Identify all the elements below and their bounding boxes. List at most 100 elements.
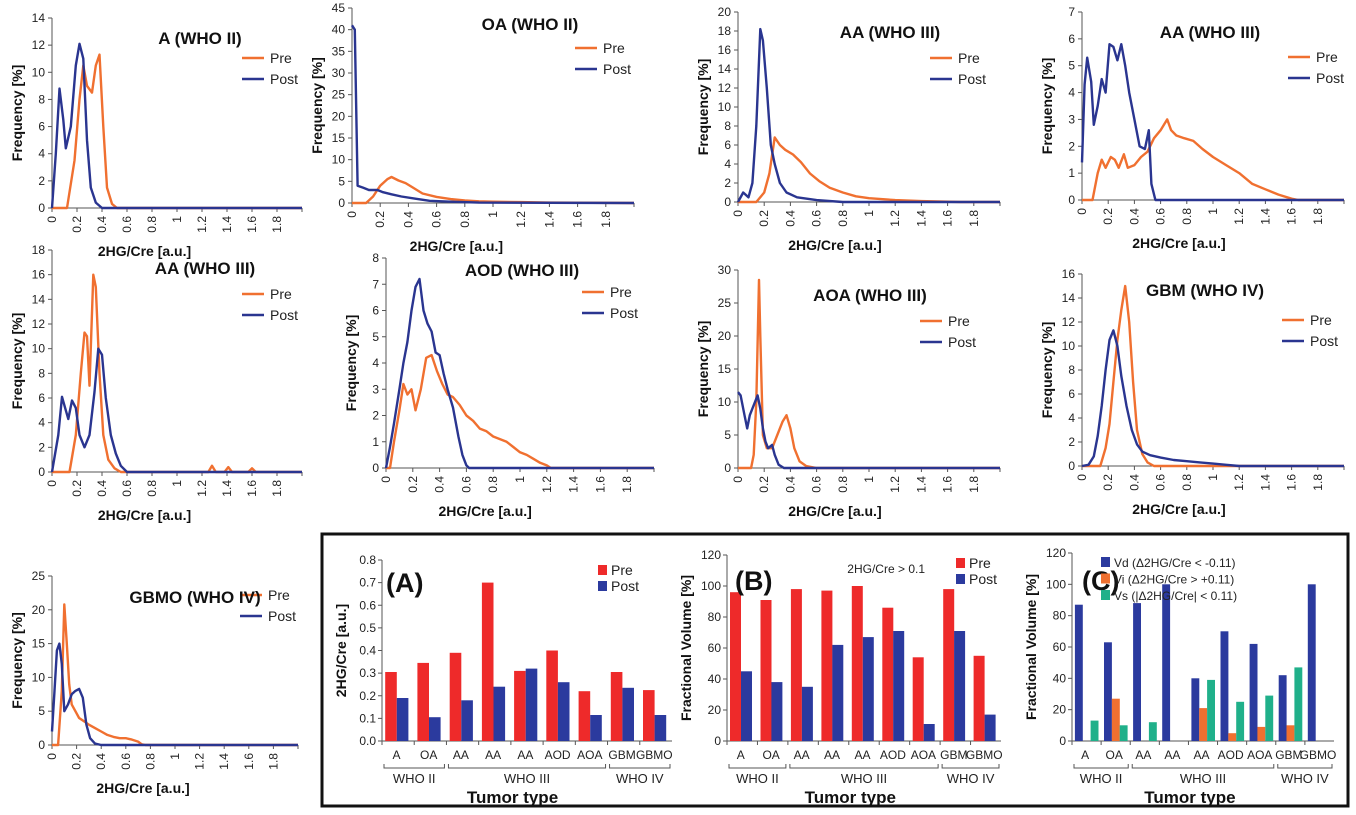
x-tick-label: 0.4	[433, 476, 447, 493]
x-axis-label: 2HG/Cre [a.u.]	[788, 503, 881, 519]
y-axis-label: Fractional Volume [%]	[678, 575, 694, 721]
x-tick-label: 1.4	[1258, 208, 1272, 225]
bar	[912, 657, 924, 741]
y-tick-label: 20	[708, 703, 722, 717]
category-label: AA	[1164, 748, 1180, 762]
x-tick-label: 1.6	[242, 753, 256, 770]
series-line-post	[50, 347, 302, 474]
x-axis-label: 2HG/Cre [a.u.]	[1132, 501, 1225, 517]
y-tick-label: 25	[32, 569, 46, 583]
bar	[1111, 698, 1120, 741]
x-tick-label: 0.6	[810, 210, 824, 227]
category-label: AA	[517, 748, 533, 762]
bar	[557, 682, 570, 741]
category-label: AOA	[911, 748, 936, 762]
x-tick-label: 0	[1075, 474, 1089, 481]
x-tick-label: 1	[1206, 474, 1220, 481]
x-axis-label: 2HG/Cre [a.u.]	[1132, 235, 1225, 251]
x-tick-label: 0.6	[119, 753, 133, 770]
x-axis-label: 2HG/Cre [a.u.]	[96, 780, 189, 796]
category-label: A	[1081, 748, 1089, 762]
x-tick-label: 0.4	[95, 216, 109, 233]
x-tick-label: 1	[486, 211, 500, 218]
bar	[790, 589, 802, 741]
y-tick-label: 8	[372, 251, 379, 265]
x-tick-label: 1	[168, 753, 182, 760]
x-tick-label: 1.6	[571, 211, 585, 228]
y-tick-label: 8	[1068, 363, 1075, 377]
y-tick-label: 35	[332, 44, 346, 58]
legend-label: Vs (|Δ2HG/Cre| < 0.11)	[1114, 589, 1237, 603]
y-tick-label: 10	[32, 65, 46, 79]
x-tick-label: 1	[170, 480, 184, 487]
bar	[1236, 701, 1245, 741]
x-tick-label: 1.6	[245, 480, 259, 497]
legend-label: Pre	[958, 50, 980, 66]
x-tick-label: 1.8	[266, 753, 280, 770]
bar	[1228, 733, 1237, 741]
y-tick-label: 0	[1068, 193, 1075, 207]
line-chart-2: 0 5 10 15 20 25 30 35 40 45 0 0.2 0.4 0.6 0.8 1 1.2 1.4 1.…	[309, 1, 635, 254]
y-tick-label: 80	[1053, 609, 1067, 623]
group-bracket	[447, 764, 607, 769]
bar	[1207, 679, 1215, 741]
y-tick-label: 30	[332, 66, 346, 80]
legend-label: Pre	[270, 50, 292, 66]
x-tick-label: 0.2	[1101, 208, 1115, 225]
line-chart-8: 0 2 4 6 8 10 12 14 16 0 0.2 0.4 0.6 0.8 1 1.2 1.4 1.6 1.8 P…	[1039, 267, 1345, 517]
y-tick-label: 0.8	[359, 553, 376, 567]
x-tick-label: 1.8	[967, 210, 981, 227]
series-line-post	[1081, 329, 1344, 468]
y-tick-label: 100	[1046, 577, 1066, 591]
bar	[654, 715, 667, 741]
group-bracket	[383, 764, 445, 769]
x-axis-label: 2HG/Cre [a.u.]	[98, 243, 191, 259]
chart-title: AOD (WHO III)	[465, 261, 579, 280]
series-line-post	[50, 642, 298, 747]
y-tick-label: 40	[332, 23, 346, 37]
group-label: WHO II	[736, 771, 779, 786]
bar	[1307, 584, 1316, 741]
chart-title: OA (WHO II)	[482, 15, 579, 34]
bar	[862, 637, 874, 741]
bar	[525, 668, 538, 741]
x-tick-label: 0.8	[486, 476, 500, 493]
x-tick-label: 1.6	[941, 210, 955, 227]
x-tick-label: 0.8	[1180, 208, 1194, 225]
x-tick-label: 0.4	[783, 476, 797, 493]
x-tick-label: 1.2	[1232, 474, 1246, 491]
bar	[984, 714, 996, 741]
category-label: AOD	[880, 748, 906, 762]
category-label: AOD	[545, 748, 571, 762]
x-tick-label: 1.6	[1285, 208, 1299, 225]
y-tick-label: 5	[372, 330, 379, 344]
x-tick-label: 1.4	[1258, 474, 1272, 491]
group-label: WHO IV	[1281, 771, 1329, 786]
legend-label: Pre	[270, 286, 292, 302]
x-tick-label: 1.6	[1285, 474, 1299, 491]
y-tick-label: 6	[724, 138, 731, 152]
series-line-pre	[386, 353, 654, 470]
x-tick-label: 1.8	[967, 476, 981, 493]
x-tick-label: 1.4	[567, 476, 581, 493]
x-tick-label: 1.2	[540, 476, 554, 493]
x-tick-label: 0.6	[120, 480, 134, 497]
y-tick-label: 15	[32, 637, 46, 651]
bar	[396, 698, 409, 741]
x-tick-label: 1.8	[270, 480, 284, 497]
series-line-pre	[1082, 284, 1344, 468]
bar	[1104, 642, 1112, 741]
category-label: AA	[485, 748, 501, 762]
x-tick-label: 0.2	[757, 210, 771, 227]
bar	[801, 686, 813, 742]
y-tick-label: 60	[1053, 640, 1067, 654]
legend-label: Post	[1310, 333, 1338, 349]
legend-label: Pre	[1310, 312, 1332, 328]
line-chart-7: 0 5 10 15 20 25 30 0 0.2 0.4 0.6 0.8 1 1.2 1.4 1.6 1.8 Pr…	[695, 263, 1001, 519]
x-axis-label: Tumor type	[805, 788, 896, 807]
y-tick-label: 0.0	[359, 734, 376, 748]
bar	[1249, 643, 1258, 741]
y-tick-label: 40	[1053, 671, 1067, 685]
group-bracket	[941, 764, 1000, 769]
y-tick-label: 14	[1062, 291, 1076, 305]
